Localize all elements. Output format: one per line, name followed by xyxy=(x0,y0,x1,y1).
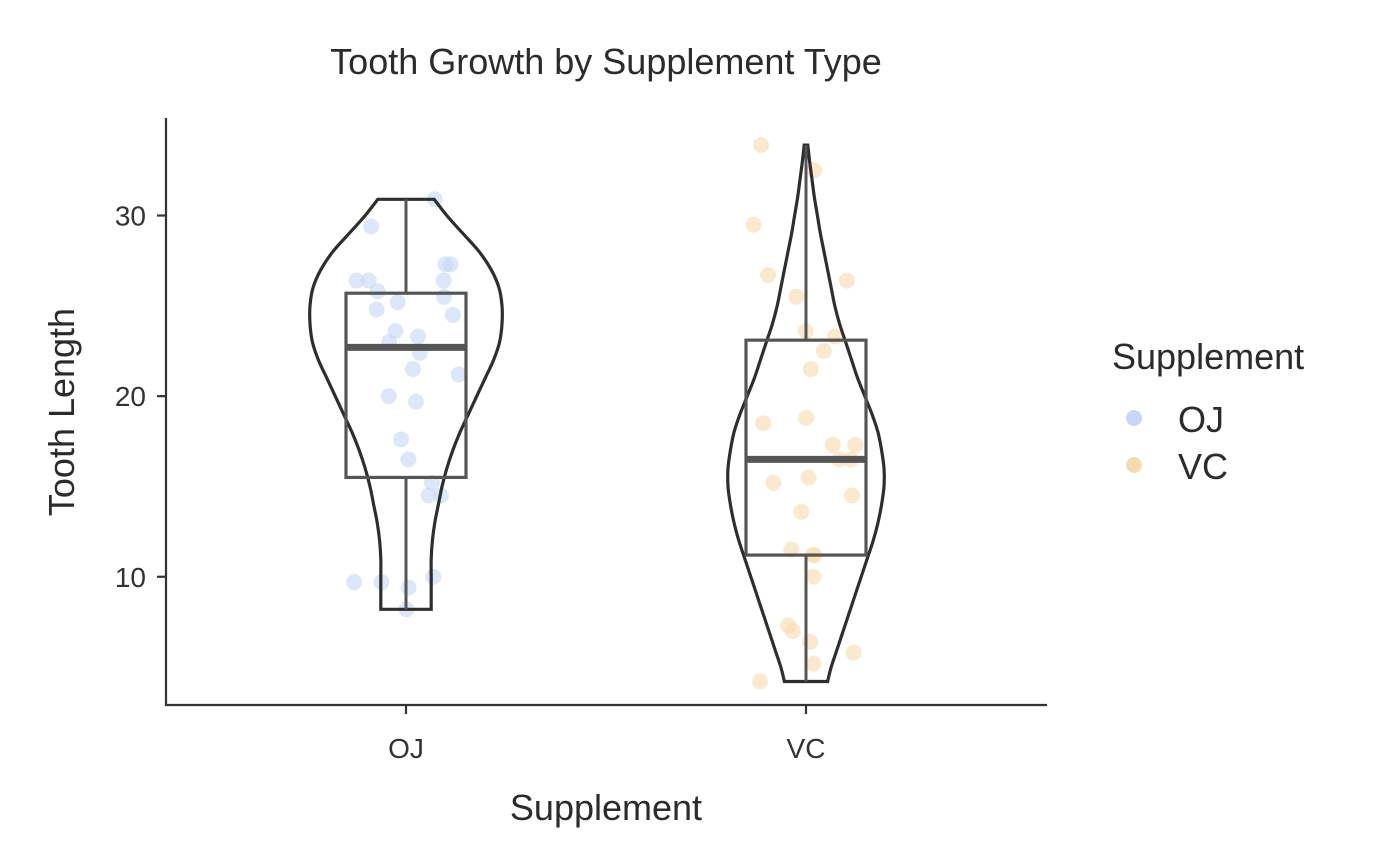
data-point-oj-16 xyxy=(389,294,406,311)
x-axis-ticks: OJ VC xyxy=(388,705,825,764)
plot-area xyxy=(308,137,886,690)
x-tick-label-vc: VC xyxy=(787,733,826,764)
data-point-vc-17 xyxy=(793,503,810,520)
data-point-oj-17 xyxy=(369,283,386,300)
data-point-vc-5 xyxy=(802,633,819,650)
chart-title: Tooth Growth by Supplement Type xyxy=(330,41,882,82)
data-point-vc-24 xyxy=(788,288,805,305)
data-point-oj-21 xyxy=(436,288,453,305)
data-point-oj-8 xyxy=(400,579,417,596)
data-point-vc-25 xyxy=(838,272,855,289)
data-point-oj-10 xyxy=(346,574,363,591)
data-point-vc-16 xyxy=(847,436,864,453)
legend-key-oj xyxy=(1126,410,1142,426)
x-tick-label-oj: OJ xyxy=(388,733,424,764)
legend: Supplement OJ VC xyxy=(1112,336,1304,487)
legend-key-vc xyxy=(1126,457,1142,473)
data-point-oj-22 xyxy=(348,272,365,289)
violin-vc xyxy=(726,143,886,684)
data-point-vc-27 xyxy=(760,267,777,284)
data-point-vc-1 xyxy=(751,673,768,690)
data-point-oj-6 xyxy=(425,568,442,585)
data-point-oj-11 xyxy=(407,393,424,410)
data-point-oj-25 xyxy=(368,301,385,318)
data-point-vc-19 xyxy=(798,409,815,426)
data-point-oj-28 xyxy=(442,256,459,273)
data-point-vc-22 xyxy=(754,415,771,432)
y-tick-label-20: 20 xyxy=(115,381,146,412)
data-point-oj-29 xyxy=(363,218,380,235)
legend-title: Supplement xyxy=(1112,336,1304,377)
y-axis-title: Tooth Length xyxy=(41,308,82,516)
legend-items: OJ VC xyxy=(1126,399,1228,487)
data-point-vc-23 xyxy=(753,137,770,154)
data-point-vc-15 xyxy=(815,342,832,359)
data-point-vc-9 xyxy=(805,655,822,672)
legend-label-vc: VC xyxy=(1178,446,1228,487)
data-point-vc-30 xyxy=(745,216,762,233)
data-point-oj-12 xyxy=(410,328,427,345)
y-axis-ticks: 10 20 30 xyxy=(115,201,166,593)
data-point-vc-4 xyxy=(845,644,862,661)
data-point-oj-27 xyxy=(360,272,377,289)
data-point-vc-14 xyxy=(824,436,841,453)
data-point-vc-18 xyxy=(843,487,860,504)
data-point-vc-28 xyxy=(802,361,819,378)
data-point-oj-3 xyxy=(393,431,410,448)
violin-oj xyxy=(308,197,504,611)
legend-label-oj: OJ xyxy=(1178,399,1224,440)
data-point-oj-9 xyxy=(400,451,417,468)
data-point-oj-24 xyxy=(444,306,461,323)
data-point-oj-19 xyxy=(420,487,437,504)
data-point-vc-6 xyxy=(805,568,822,585)
data-point-oj-2 xyxy=(404,361,421,378)
box-oj xyxy=(344,291,468,480)
data-point-vc-13 xyxy=(765,474,782,491)
y-tick-label-10: 10 xyxy=(115,562,146,593)
box-vc xyxy=(744,338,868,557)
y-tick-label-30: 30 xyxy=(115,201,146,232)
data-point-vc-10 xyxy=(784,622,801,639)
x-axis-title: Supplement xyxy=(510,787,702,828)
data-point-vc-20 xyxy=(800,469,817,486)
data-point-oj-18 xyxy=(450,366,467,383)
data-point-oj-15 xyxy=(380,388,397,405)
data-point-oj-14 xyxy=(435,272,452,289)
